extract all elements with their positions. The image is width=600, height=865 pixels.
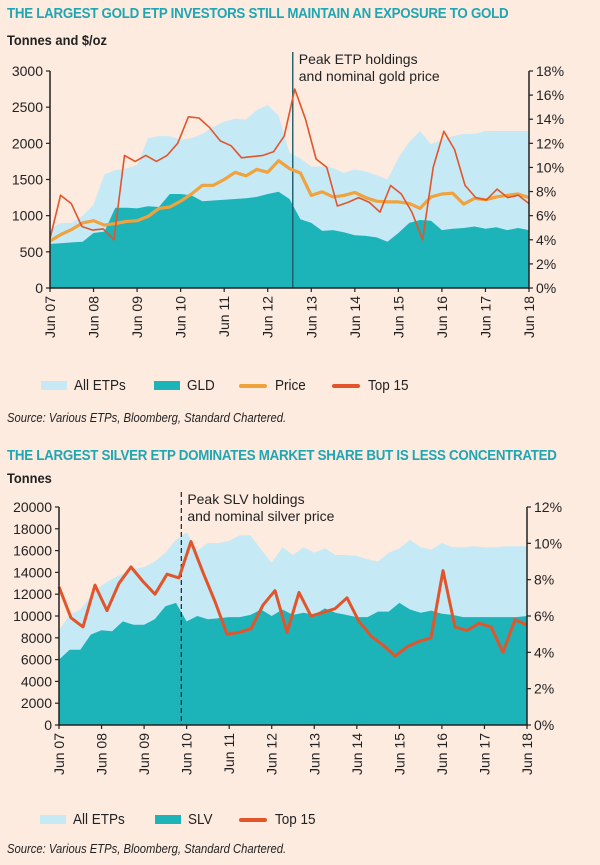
silver-left-tick-label: 20000 [13,499,52,515]
gold-source-note: Source: Various ETPs, Bloomberg, Standar… [7,411,287,425]
gold-x-tick-label: Jun 18 [521,296,537,338]
gold-chart-title: THE LARGEST GOLD ETP INVESTORS STILL MAI… [7,6,509,22]
gold-right-tick-label: 4% [536,232,556,248]
gold-left-tick-label: 500 [20,244,44,260]
legend-swatch-price [239,383,268,388]
legend-label: Top 15 [274,811,316,828]
silver-right-tick-label: 12% [534,499,562,515]
gold-left-tick-label: 1000 [12,208,43,224]
legend-swatch-top15 [238,817,267,822]
silver-annotation-text-2: and nominal silver price [187,508,334,524]
silver-x-tick-label: Jun 15 [391,733,407,775]
gold-right-tick-label: 6% [536,208,556,224]
silver-left-tick-label: 4000 [21,673,52,689]
legend-swatch-gld [153,381,180,390]
gold-right-tick-label: 14% [536,111,564,127]
gold-left-tick-label: 2500 [12,99,43,115]
legend-label: GLD [186,377,215,394]
gold-x-tick-label: Jun 07 [42,296,58,338]
gold-annotation-text-2: and nominal gold price [299,68,440,84]
gold-left-tick-label: 0 [35,280,43,296]
legend-swatch-slv [154,815,181,824]
gold-x-tick-label: Jun 09 [129,296,145,338]
gold-x-tick-label: Jun 10 [173,296,189,338]
silver-left-tick-label: 6000 [21,652,52,668]
silver-x-tick-label: Jun 07 [51,733,67,775]
legend-item-top15: Top 15 [331,377,413,394]
silver-x-tick-label: Jun 09 [136,733,152,775]
silver-x-tick-label: Jun 12 [264,733,280,775]
silver-left-tick-label: 12000 [13,586,52,602]
legend-swatch-all-etps [40,815,66,824]
silver-left-tick-label: 14000 [13,564,52,580]
silver-source-note: Source: Various ETPs, Bloomberg, Standar… [7,842,287,856]
silver-x-tick-label: Jun 16 [434,733,450,775]
silver-left-tick-label: 10000 [13,608,52,624]
legend-item-gld: GLD [153,377,218,394]
gold-chart-unit-label: Tonnes and $/oz [7,32,107,48]
silver-right-tick-label: 10% [534,535,562,551]
gold-right-tick-label: 2% [536,256,556,272]
silver-right-tick-label: 6% [534,608,554,624]
gold-line-price [49,159,530,243]
silver-chart-title: THE LARGEST SILVER ETP DOMINATES MARKET … [7,448,557,464]
gold-x-tick-label: Jun 13 [303,296,319,338]
silver-area-slv [59,602,527,725]
silver-x-tick-label: Jun 10 [179,733,195,775]
gold-left-tick-label: 3000 [12,63,43,79]
gold-legend: All ETPs GLD Price Top 15 [41,377,435,394]
legend-swatch-top15 [331,383,360,388]
legend-label: SLV [187,811,213,828]
silver-left-tick-label: 16000 [13,543,52,559]
legend-item-all-etps: All ETPs [41,377,132,394]
gold-left-tick-label: 2000 [12,135,43,151]
gold-right-tick-label: 8% [536,184,556,200]
legend-swatch-all-etps [41,381,67,390]
gold-x-tick-label: Jun 11 [216,296,232,337]
silver-right-tick-label: 0% [534,717,554,733]
gold-x-tick-label: Jun 12 [260,296,276,338]
legend-item-price: Price [239,377,309,394]
gold-left-tick-label: 1500 [12,172,43,188]
gold-x-tick-label: Jun 14 [347,296,363,338]
silver-legend: All ETPs SLV Top 15 [40,811,342,828]
silver-right-tick-label: 2% [534,681,554,697]
legend-label: All ETPs [73,811,125,828]
silver-right-tick-label: 8% [534,572,554,588]
gold-x-tick-label: Jun 08 [86,296,102,338]
silver-left-tick-label: 18000 [13,521,52,537]
gold-area-gld [50,191,529,288]
legend-item-top15: Top 15 [238,811,320,828]
legend-label: All ETPs [74,377,126,394]
gold-x-tick-label: Jun 16 [434,296,450,338]
gold-x-tick-label: Jun 15 [390,296,406,338]
legend-item-slv: SLV [154,811,215,828]
gold-right-tick-label: 12% [536,135,564,151]
legend-label: Top 15 [367,377,409,394]
gold-line-top-15 [49,88,530,241]
silver-x-tick-label: Jun 17 [476,733,492,775]
silver-x-tick-label: Jun 08 [94,733,110,775]
gold-right-tick-label: 16% [536,87,564,103]
gold-right-tick-label: 18% [536,63,564,79]
gold-right-tick-label: 0% [536,280,556,296]
silver-left-tick-label: 0 [44,717,52,733]
gold-right-tick-label: 10% [536,159,564,175]
silver-annotation-text-1: Peak SLV holdings [187,491,304,507]
silver-chart-unit-label: Tonnes [7,470,52,486]
silver-right-tick-label: 4% [534,644,554,660]
silver-left-tick-label: 2000 [21,695,52,711]
silver-x-tick-label: Jun 14 [349,733,365,775]
silver-left-tick-label: 8000 [21,630,52,646]
silver-x-tick-label: Jun 18 [519,733,535,775]
silver-x-tick-label: Jun 13 [306,733,322,775]
gold-annotation-text-1: Peak ETP holdings [299,51,418,67]
silver-x-tick-label: Jun 11 [221,733,237,774]
legend-label: Price [275,377,307,394]
legend-item-all-etps: All ETPs [40,811,131,828]
gold-x-tick-label: Jun 17 [477,296,493,338]
silver-line-top-15 [57,540,528,658]
